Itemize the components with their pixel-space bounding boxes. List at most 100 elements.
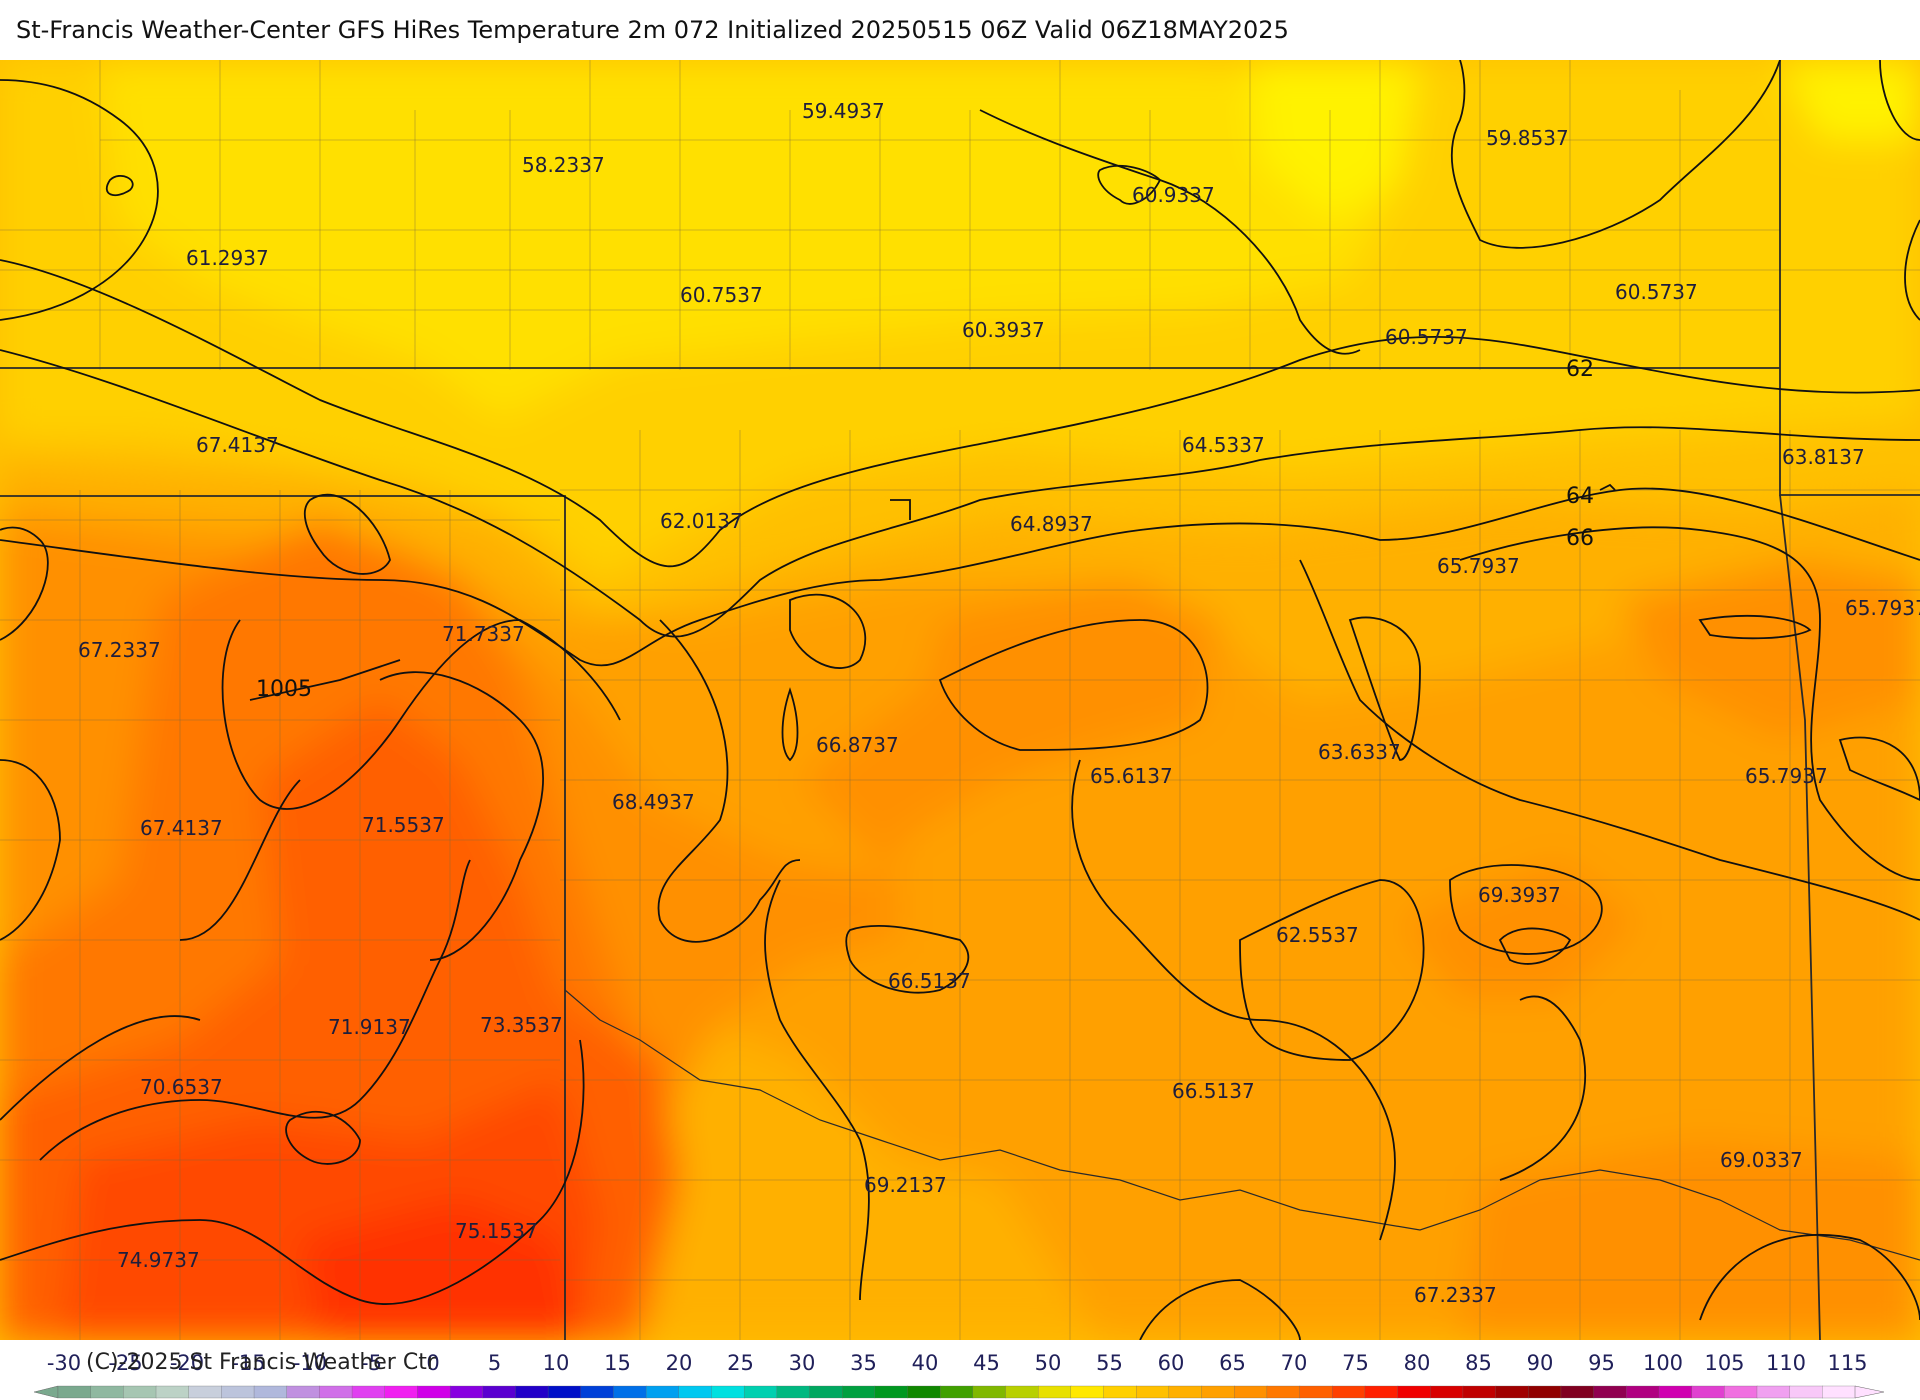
contour-label-64: 64 — [1566, 484, 1594, 509]
colorbar-swatch — [809, 1385, 843, 1399]
temp-label: 60.5737 — [1385, 325, 1468, 349]
temp-label: 66.5137 — [1172, 1079, 1255, 1103]
temp-label: 59.4937 — [802, 99, 885, 123]
colorbar-low-arrow — [33, 1385, 59, 1399]
colorbar-swatch — [123, 1385, 157, 1399]
temp-label: 60.9337 — [1132, 183, 1215, 207]
colorbar-swatches — [33, 1385, 1885, 1399]
temp-label: 60.3937 — [962, 318, 1045, 342]
colorbar-swatch — [417, 1385, 451, 1399]
colorbar-tick-label: 30 — [789, 1351, 816, 1375]
temp-label: 71.9137 — [328, 1015, 411, 1039]
colorbar-swatch — [874, 1385, 909, 1399]
colorbar-swatch — [613, 1385, 647, 1399]
colorbar-swatch — [155, 1385, 190, 1399]
map-title: St-Francis Weather-Center GFS HiRes Temp… — [16, 16, 1289, 44]
colorbar-tick-label: -10 — [293, 1351, 327, 1375]
temp-label: 71.5537 — [362, 813, 445, 837]
contour-label-66: 66 — [1566, 526, 1594, 551]
colorbar-tick-label: 50 — [1035, 1351, 1062, 1375]
colorbar-swatch — [1005, 1385, 1039, 1399]
colorbar-swatch — [1724, 1385, 1758, 1399]
colorbar-swatch — [1234, 1385, 1268, 1399]
fill-t68-70-se — [1460, 1140, 1920, 1340]
colorbar-swatch — [1299, 1385, 1333, 1399]
temp-label: 71.7337 — [442, 622, 525, 646]
colorbar-tick-label: 90 — [1527, 1351, 1554, 1375]
temp-label: 73.3537 — [480, 1013, 563, 1037]
colorbar-swatch — [645, 1385, 680, 1399]
colorbar-swatch — [1332, 1385, 1366, 1399]
colorbar-swatch — [776, 1385, 811, 1399]
colorbar-swatch — [1658, 1385, 1693, 1399]
colorbar-tick-label: 110 — [1766, 1351, 1806, 1375]
temp-label: 67.2337 — [78, 638, 161, 662]
colorbar-tick-label: 65 — [1219, 1351, 1246, 1375]
temp-label: 65.7937 — [1437, 554, 1520, 578]
colorbar-swatch — [1201, 1385, 1235, 1399]
temp-label: 69.0337 — [1720, 1148, 1803, 1172]
colorbar-tick-label: 45 — [973, 1351, 1000, 1375]
county-boundaries — [0, 60, 1920, 1340]
temp-label: 64.8937 — [1010, 512, 1093, 536]
colorbar-swatch — [319, 1385, 353, 1399]
colorbar-swatch — [482, 1385, 517, 1399]
colorbar-swatch — [449, 1385, 484, 1399]
colorbar-tick-label: 115 — [1827, 1351, 1867, 1375]
temp-label: 62.0137 — [660, 509, 743, 533]
temp-label: 68.4937 — [612, 790, 695, 814]
temp-label: 62.5537 — [1276, 923, 1359, 947]
temp-label: 69.2137 — [864, 1173, 947, 1197]
colorbar-swatch — [1495, 1385, 1529, 1399]
colorbar-tick-label: 20 — [666, 1351, 693, 1375]
colorbar-swatch — [743, 1385, 778, 1399]
colorbar-swatch — [253, 1385, 288, 1399]
colorbar-swatch — [1038, 1385, 1072, 1399]
temp-label: 61.2937 — [186, 246, 269, 270]
contour-value-labels: 62 64 66 1005 — [256, 357, 1594, 702]
colorbar-tick-label: 25 — [727, 1351, 754, 1375]
colorbar-tick-label: 55 — [1096, 1351, 1123, 1375]
colorbar-swatch — [384, 1385, 419, 1399]
colorbar-ticks: -30 -25 -20 -15 -10 -5 0 5 10 15 20 25 30 35 40 45 50 55 6… — [47, 1351, 1868, 1375]
colorbar-tick-label: -25 — [108, 1351, 142, 1375]
colorbar-swatch — [221, 1385, 255, 1399]
colorbar-swatch — [351, 1385, 386, 1399]
temp-label: 66.5137 — [888, 969, 971, 993]
colorbar-tick-label: 60 — [1158, 1351, 1185, 1375]
temp-label: 70.6537 — [140, 1075, 223, 1099]
temp-label: 59.8537 — [1486, 126, 1569, 150]
colorbar-tick-label: 10 — [543, 1351, 570, 1375]
temp-label: 74.9737 — [117, 1248, 200, 1272]
temperature-labels: 59.4937 58.2337 59.8537 60.9337 61.2937 … — [78, 99, 1920, 1307]
colorbar-tick-label: -5 — [361, 1351, 382, 1375]
colorbar-tick-label: -20 — [170, 1351, 204, 1375]
temp-label: 60.5737 — [1615, 280, 1698, 304]
colorbar-swatch — [1822, 1385, 1856, 1399]
colorbar-tick-label: 80 — [1404, 1351, 1431, 1375]
contour-lines — [0, 60, 1920, 1340]
colorbar-swatch — [972, 1385, 1007, 1399]
colorbar-swatch — [907, 1385, 941, 1399]
temp-label: 67.4137 — [140, 816, 223, 840]
red-river — [564, 989, 1920, 1261]
colorbar-tick-label: 100 — [1643, 1351, 1683, 1375]
temp-label: 69.3937 — [1478, 883, 1561, 907]
colorbar-swatch — [57, 1385, 92, 1399]
colorbar-swatch — [1103, 1385, 1137, 1399]
colorbar-swatch — [1626, 1385, 1660, 1399]
colorbar-tick-label: -15 — [231, 1351, 265, 1375]
colorbar-tick-label: 105 — [1704, 1351, 1744, 1375]
contour-1005 — [249, 659, 401, 701]
colorbar-swatch — [711, 1385, 745, 1399]
fill-t56-58-ne — [1780, 60, 1920, 140]
temp-label: 63.6337 — [1318, 740, 1401, 764]
colorbar-swatch — [1462, 1385, 1497, 1399]
colorbar-swatch — [1756, 1385, 1791, 1399]
temp-label: 60.7537 — [680, 283, 763, 307]
colorbar-swatch — [1266, 1385, 1301, 1399]
colorbar-high-arrow — [1854, 1385, 1885, 1399]
temp-label: 65.7937 — [1745, 764, 1828, 788]
colorbar-swatch — [1070, 1385, 1105, 1399]
colorbar-swatch — [1364, 1385, 1399, 1399]
